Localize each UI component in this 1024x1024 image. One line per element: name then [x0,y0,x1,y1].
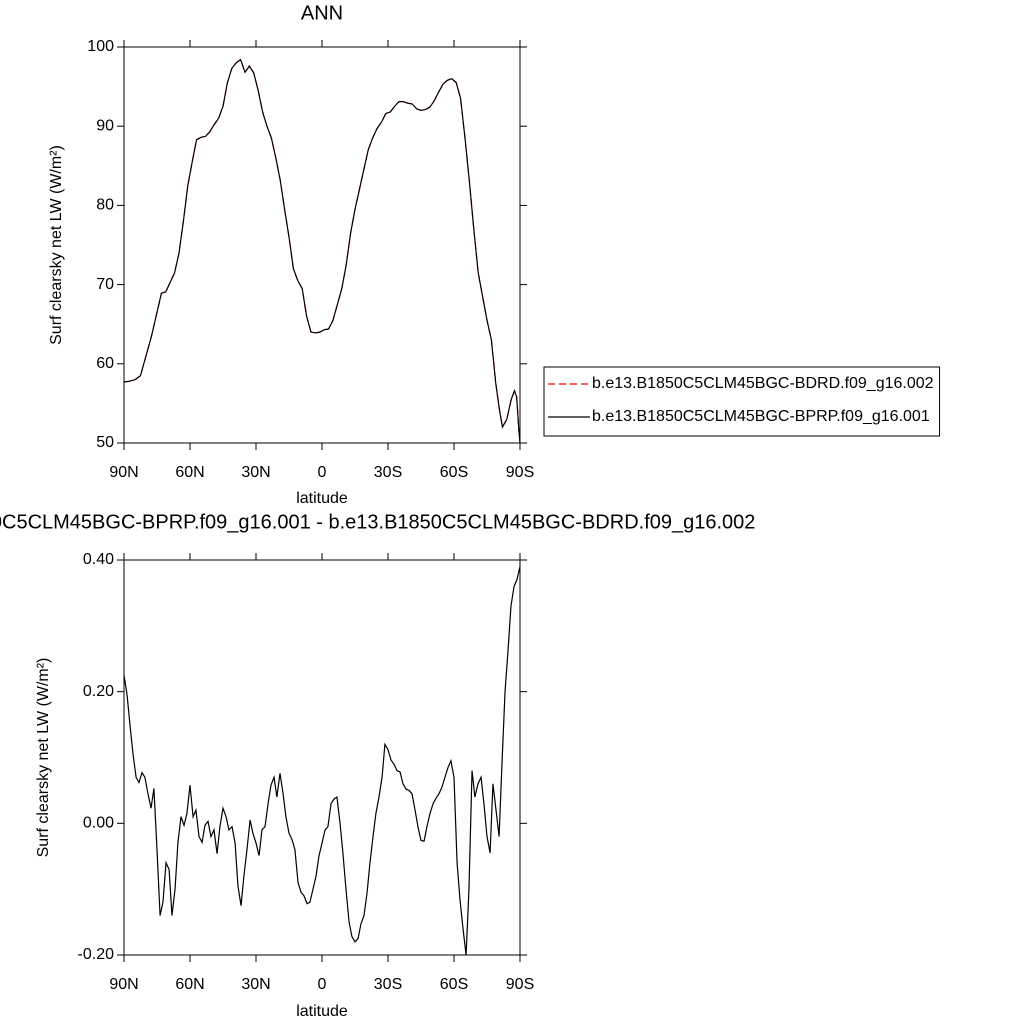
x-tick-label: 60N [175,976,204,993]
y-tick-label: 100 [87,38,114,55]
legend-box [543,366,941,437]
plot-frame [123,46,521,444]
x-tick-label: 0 [318,976,327,993]
y-tick-label: 90 [96,117,114,134]
data-line [123,58,521,444]
x-tick-label: 30S [374,464,402,481]
x-tick-label: 90S [506,464,534,481]
x-tick-label: 90N [109,464,138,481]
y-tick-label: -0.20 [78,946,115,963]
plot-frame [123,559,521,956]
x-tick-label: 90S [506,976,534,993]
x-tick-label: 60S [440,976,468,993]
x-tick-label: 30N [241,976,270,993]
data-line [123,566,521,956]
y-tick-label: 0.20 [83,683,114,700]
y-axis-label: Surf clearsky net LW (W/m²) [48,145,65,345]
x-axis-label: latitude [296,490,348,507]
x-tick-label: 30N [241,464,270,481]
legend: b.e13.B1850C5CLM45BGC-BDRD.f09_g16.002 b.… [543,366,941,437]
y-tick-label: 80 [96,197,114,214]
x-tick-label: 60N [175,464,204,481]
legend-label: b.e13.B1850C5CLM45BGC-BDRD.f09_g16.002 [592,375,934,392]
data-line [123,58,521,444]
y-tick-label: 0.40 [83,551,114,568]
chart-title: b.e13.B1850C5CLM45BGC-BPRP.f09_g16.001 -… [0,511,755,533]
y-tick-label: 70 [96,276,114,293]
x-tick-label: 90N [109,976,138,993]
x-axis-label: latitude [296,1003,348,1020]
y-tick-label: 0.00 [83,815,114,832]
y-axis-label: Surf clearsky net LW (W/m²) [35,658,52,858]
chart-title: ANN [301,2,343,24]
x-tick-label: 0 [318,464,327,481]
x-tick-label: 60S [440,464,468,481]
x-tick-label: 30S [374,976,402,993]
legend-label: b.e13.B1850C5CLM45BGC-BPRP.f09_g16.001 [592,408,930,425]
y-tick-label: 50 [96,434,114,451]
y-tick-label: 60 [96,355,114,372]
